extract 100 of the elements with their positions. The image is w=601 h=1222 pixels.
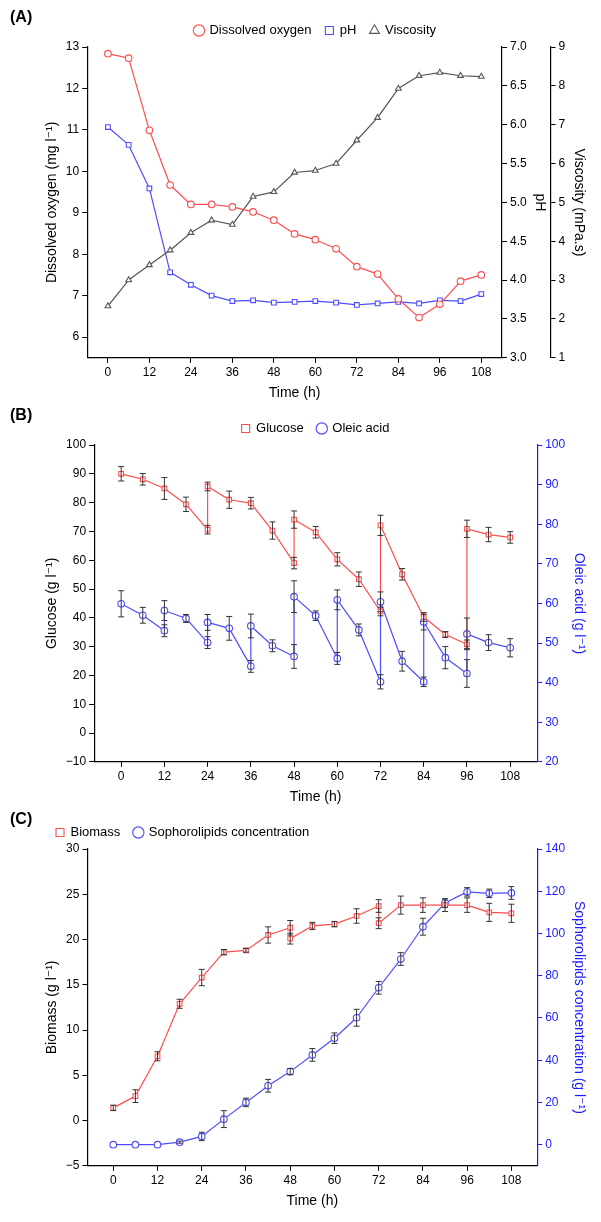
y-tick-label: 5 xyxy=(72,1067,80,1082)
x-tick-label: 96 xyxy=(433,365,447,380)
y2-tick-label: 60 xyxy=(545,595,559,610)
y-tick-label: 20 xyxy=(72,667,87,682)
x-axis-title: Time (h) xyxy=(286,1192,339,1209)
y-tick-label: 13 xyxy=(65,39,80,54)
y-tick-label: 90 xyxy=(72,466,87,481)
y2-tick-label: 3.5 xyxy=(510,311,528,326)
y2-tick-label: 100 xyxy=(545,437,566,452)
x-tick-label: 96 xyxy=(460,769,474,784)
x-tick-label: 0 xyxy=(104,365,112,380)
legend-label: Oleic acid xyxy=(332,420,390,436)
y-tick-label: 6 xyxy=(72,329,80,344)
y2-tick-label: 50 xyxy=(545,635,559,650)
y2-tick-label: 6.0 xyxy=(510,117,528,132)
y2-axis-title: pH xyxy=(533,193,550,212)
y-tick-label: 50 xyxy=(72,581,87,596)
y2-tick-label: 7.0 xyxy=(510,39,528,54)
y2-tick-label: 60 xyxy=(545,1010,559,1025)
legend-label: Dissolved oxygen xyxy=(209,22,312,38)
x-tick-label: 0 xyxy=(117,769,125,784)
y2-tick-label: 30 xyxy=(545,714,559,729)
y2-tick-label: 20 xyxy=(545,754,559,769)
y2-tick-label: 140 xyxy=(545,841,566,856)
y-tick-label: 15 xyxy=(66,977,80,992)
legend-label: Biomass xyxy=(70,824,121,840)
y-tick-label: 10 xyxy=(72,696,87,711)
y-tick-label: 100 xyxy=(66,437,87,452)
y2-tick-label: 80 xyxy=(545,516,559,531)
x-tick-label: 84 xyxy=(391,365,406,380)
legend-label: Glucose xyxy=(256,420,304,436)
x-tick-label: 72 xyxy=(372,1173,386,1188)
x-tick-label: 12 xyxy=(157,769,172,784)
y-tick-label: 80 xyxy=(72,494,87,509)
y3-tick-label: 6 xyxy=(558,155,566,170)
y-tick-label: 12 xyxy=(65,80,80,95)
x-tick-label: 60 xyxy=(327,1173,342,1188)
x-tick-label: 24 xyxy=(200,769,215,784)
x-tick-label: 36 xyxy=(244,769,258,784)
y-tick-label: 10 xyxy=(66,1022,80,1037)
x-tick-label: 36 xyxy=(225,365,240,380)
y2-tick-label: 100 xyxy=(545,925,566,940)
y2-tick-label: 3.0 xyxy=(510,350,528,365)
x-tick-label: 0 xyxy=(109,1173,117,1188)
legend-label: Viscosity xyxy=(384,22,437,38)
x-axis-title: Time (h) xyxy=(268,384,321,401)
y-tick-label: 10 xyxy=(65,163,80,178)
y2-tick-label: 20 xyxy=(545,1094,559,1109)
chart-title: (A) xyxy=(10,8,33,26)
x-tick-label: 36 xyxy=(239,1173,253,1188)
y-tick-label: 0 xyxy=(79,725,87,740)
y-tick-label: 30 xyxy=(72,638,87,653)
y-tick-label: 0 xyxy=(72,1112,80,1127)
y-tick-label: 7 xyxy=(72,287,80,302)
y-tick-label: 60 xyxy=(72,552,87,567)
x-tick-label: 84 xyxy=(417,769,431,784)
y2-axis-title: Sophorolipids concentration (g l⁻¹) xyxy=(571,900,588,1114)
y-tick-label: 70 xyxy=(72,523,87,538)
y3-tick-label: 9 xyxy=(558,39,566,54)
x-tick-label: 24 xyxy=(184,365,198,380)
y3-tick-label: 3 xyxy=(558,272,566,287)
y-tick-label: 40 xyxy=(72,610,87,625)
x-tick-label: 48 xyxy=(283,1173,298,1188)
x-tick-label: 12 xyxy=(150,1173,165,1188)
y3-tick-label: 4 xyxy=(558,233,566,248)
y3-tick-label: 2 xyxy=(558,311,566,326)
y-tick-label: 30 xyxy=(66,841,80,856)
y2-tick-label: 90 xyxy=(545,476,559,491)
x-tick-label: 12 xyxy=(142,365,157,380)
y-tick-label: 11 xyxy=(66,122,80,137)
y2-tick-label: 70 xyxy=(545,556,559,571)
x-tick-label: 72 xyxy=(350,365,364,380)
y-tick-label: −10 xyxy=(65,754,87,769)
legend-label: pH xyxy=(339,22,357,38)
x-tick-label: 108 xyxy=(501,1173,522,1188)
y2-tick-label: 0 xyxy=(545,1136,553,1151)
y3-axis-title: Viscosity (mPa.s) xyxy=(571,148,588,257)
y2-tick-label: 4.5 xyxy=(510,233,528,248)
y-axis-title: Dissolved oxygen (mg l⁻¹) xyxy=(43,121,60,284)
y2-tick-label: 5.0 xyxy=(510,194,528,209)
y2-tick-label: 40 xyxy=(545,1052,559,1067)
y3-tick-label: 8 xyxy=(558,78,566,93)
x-tick-label: 60 xyxy=(330,769,345,784)
x-tick-label: 48 xyxy=(287,769,302,784)
y2-tick-label: 4.0 xyxy=(510,272,528,287)
y2-tick-label: 40 xyxy=(545,674,559,689)
y2-tick-label: 80 xyxy=(545,968,559,983)
y-axis-title: Glucose (g l⁻¹) xyxy=(43,557,60,650)
y2-axis-title: Oleic acid (g l⁻¹) xyxy=(571,552,588,655)
y-tick-label: 8 xyxy=(72,246,80,261)
x-tick-label: 48 xyxy=(267,365,281,380)
y3-tick-label: 7 xyxy=(558,117,566,132)
y3-tick-label: 1 xyxy=(558,350,566,365)
y-tick-label: 25 xyxy=(66,886,80,901)
y2-tick-label: 5.5 xyxy=(510,155,528,170)
chart-title: (B) xyxy=(10,406,33,424)
y2-tick-label: 6.5 xyxy=(510,78,528,93)
y-tick-label: 20 xyxy=(66,931,80,946)
y-tick-label: −5 xyxy=(65,1158,80,1173)
y-axis-title: Biomass (g l⁻¹) xyxy=(43,960,60,1055)
